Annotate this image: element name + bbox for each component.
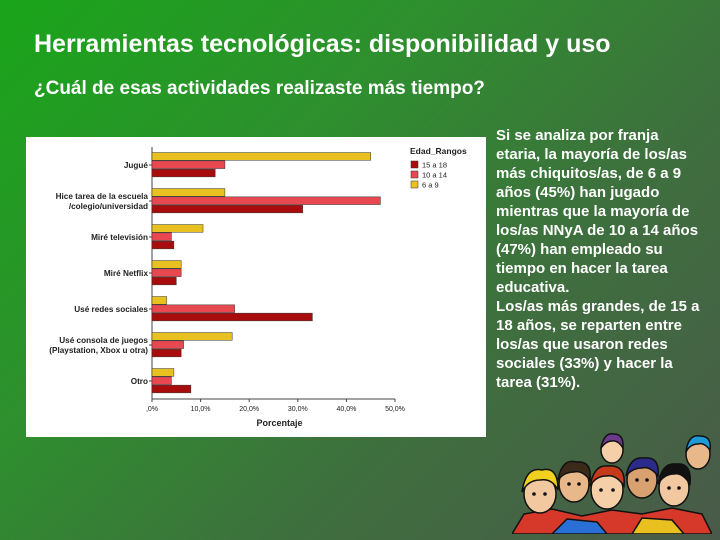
bar-15-a-18-6 <box>151 384 192 394</box>
category-label-2-0: Miré televisión <box>91 233 148 242</box>
slide-title: Herramientas tecnológicas: disponibilida… <box>34 30 611 58</box>
bar-10-a-14-3 <box>151 268 182 277</box>
category-label-3-0: Miré Netflix <box>104 269 149 278</box>
legend-swatch-1 <box>410 170 419 179</box>
legend-label-2: 6 a 9 <box>422 181 439 190</box>
bar-15-a-18-0 <box>151 168 216 178</box>
x-tick-label-4: 40,0% <box>336 406 356 413</box>
bar-15-a-18-4 <box>151 312 313 322</box>
bar-6-a-9-6 <box>151 368 175 377</box>
bar-10-a-14-2 <box>151 232 172 241</box>
bar-10-a-14-0 <box>151 160 226 169</box>
category-label-0-0: Jugué <box>124 161 149 170</box>
chart-panel: Jugué Hice tarea de la escuela/colegio/un… <box>26 137 486 437</box>
bar-6-a-9-0 <box>151 152 371 161</box>
bar-6-a-9-1 <box>151 188 226 197</box>
analysis-text: Si se analiza por franja etaria, la mayo… <box>496 126 706 392</box>
bar-10-a-14-1 <box>151 196 381 205</box>
bar-15-a-18-2 <box>151 240 175 250</box>
x-tick-label-5: 50,0% <box>385 406 405 413</box>
legend-swatch-0 <box>410 160 419 169</box>
legend-label-0: 15 a 18 <box>422 161 447 170</box>
bar-6-a-9-4 <box>151 296 167 305</box>
legend-swatch-2 <box>410 180 419 189</box>
analysis-paragraph-2: Los/as más grandes, de 15 a 18 años, se … <box>496 298 700 391</box>
category-label-5-0: Usé consola de juegos <box>59 336 148 345</box>
bar-10-a-14-4 <box>151 304 235 313</box>
legend-title: Edad_Rangos <box>410 146 467 156</box>
bar-6-a-9-5 <box>151 332 233 341</box>
category-label-4-0: Usé redes sociales <box>74 305 148 314</box>
bar-6-a-9-2 <box>151 224 204 233</box>
bar-15-a-18-1 <box>151 204 303 214</box>
category-label-5-1: (Playstation, Xbox u otra) <box>49 346 148 355</box>
bar-10-a-14-6 <box>151 376 172 385</box>
slide-subtitle: ¿Cuál de esas actividades realizaste más… <box>34 78 485 99</box>
analysis-paragraph-1: Si se analiza por franja etaria, la mayo… <box>496 127 699 296</box>
x-tick-label-2: 20,0% <box>239 406 259 413</box>
x-tick-label-0: ,0% <box>146 406 158 413</box>
category-label-1-0: Hice tarea de la escuela <box>56 192 149 201</box>
bar-6-a-9-3 <box>151 260 182 269</box>
x-tick-label-1: 10,0% <box>191 406 211 413</box>
cartoon-kids-illustration <box>512 433 712 534</box>
bar-chart: Jugué Hice tarea de la escuela/colegio/un… <box>49 146 467 428</box>
x-axis-title: Porcentaje <box>256 418 302 428</box>
x-tick-label-3: 30,0% <box>288 406 308 413</box>
bar-15-a-18-3 <box>151 276 177 286</box>
category-label-1-1: /colegio/universidad <box>69 202 148 211</box>
bar-10-a-14-5 <box>151 340 184 349</box>
bar-15-a-18-5 <box>151 348 182 358</box>
category-label-6-0: Otro <box>131 377 148 386</box>
legend-label-1: 10 a 14 <box>422 171 447 180</box>
